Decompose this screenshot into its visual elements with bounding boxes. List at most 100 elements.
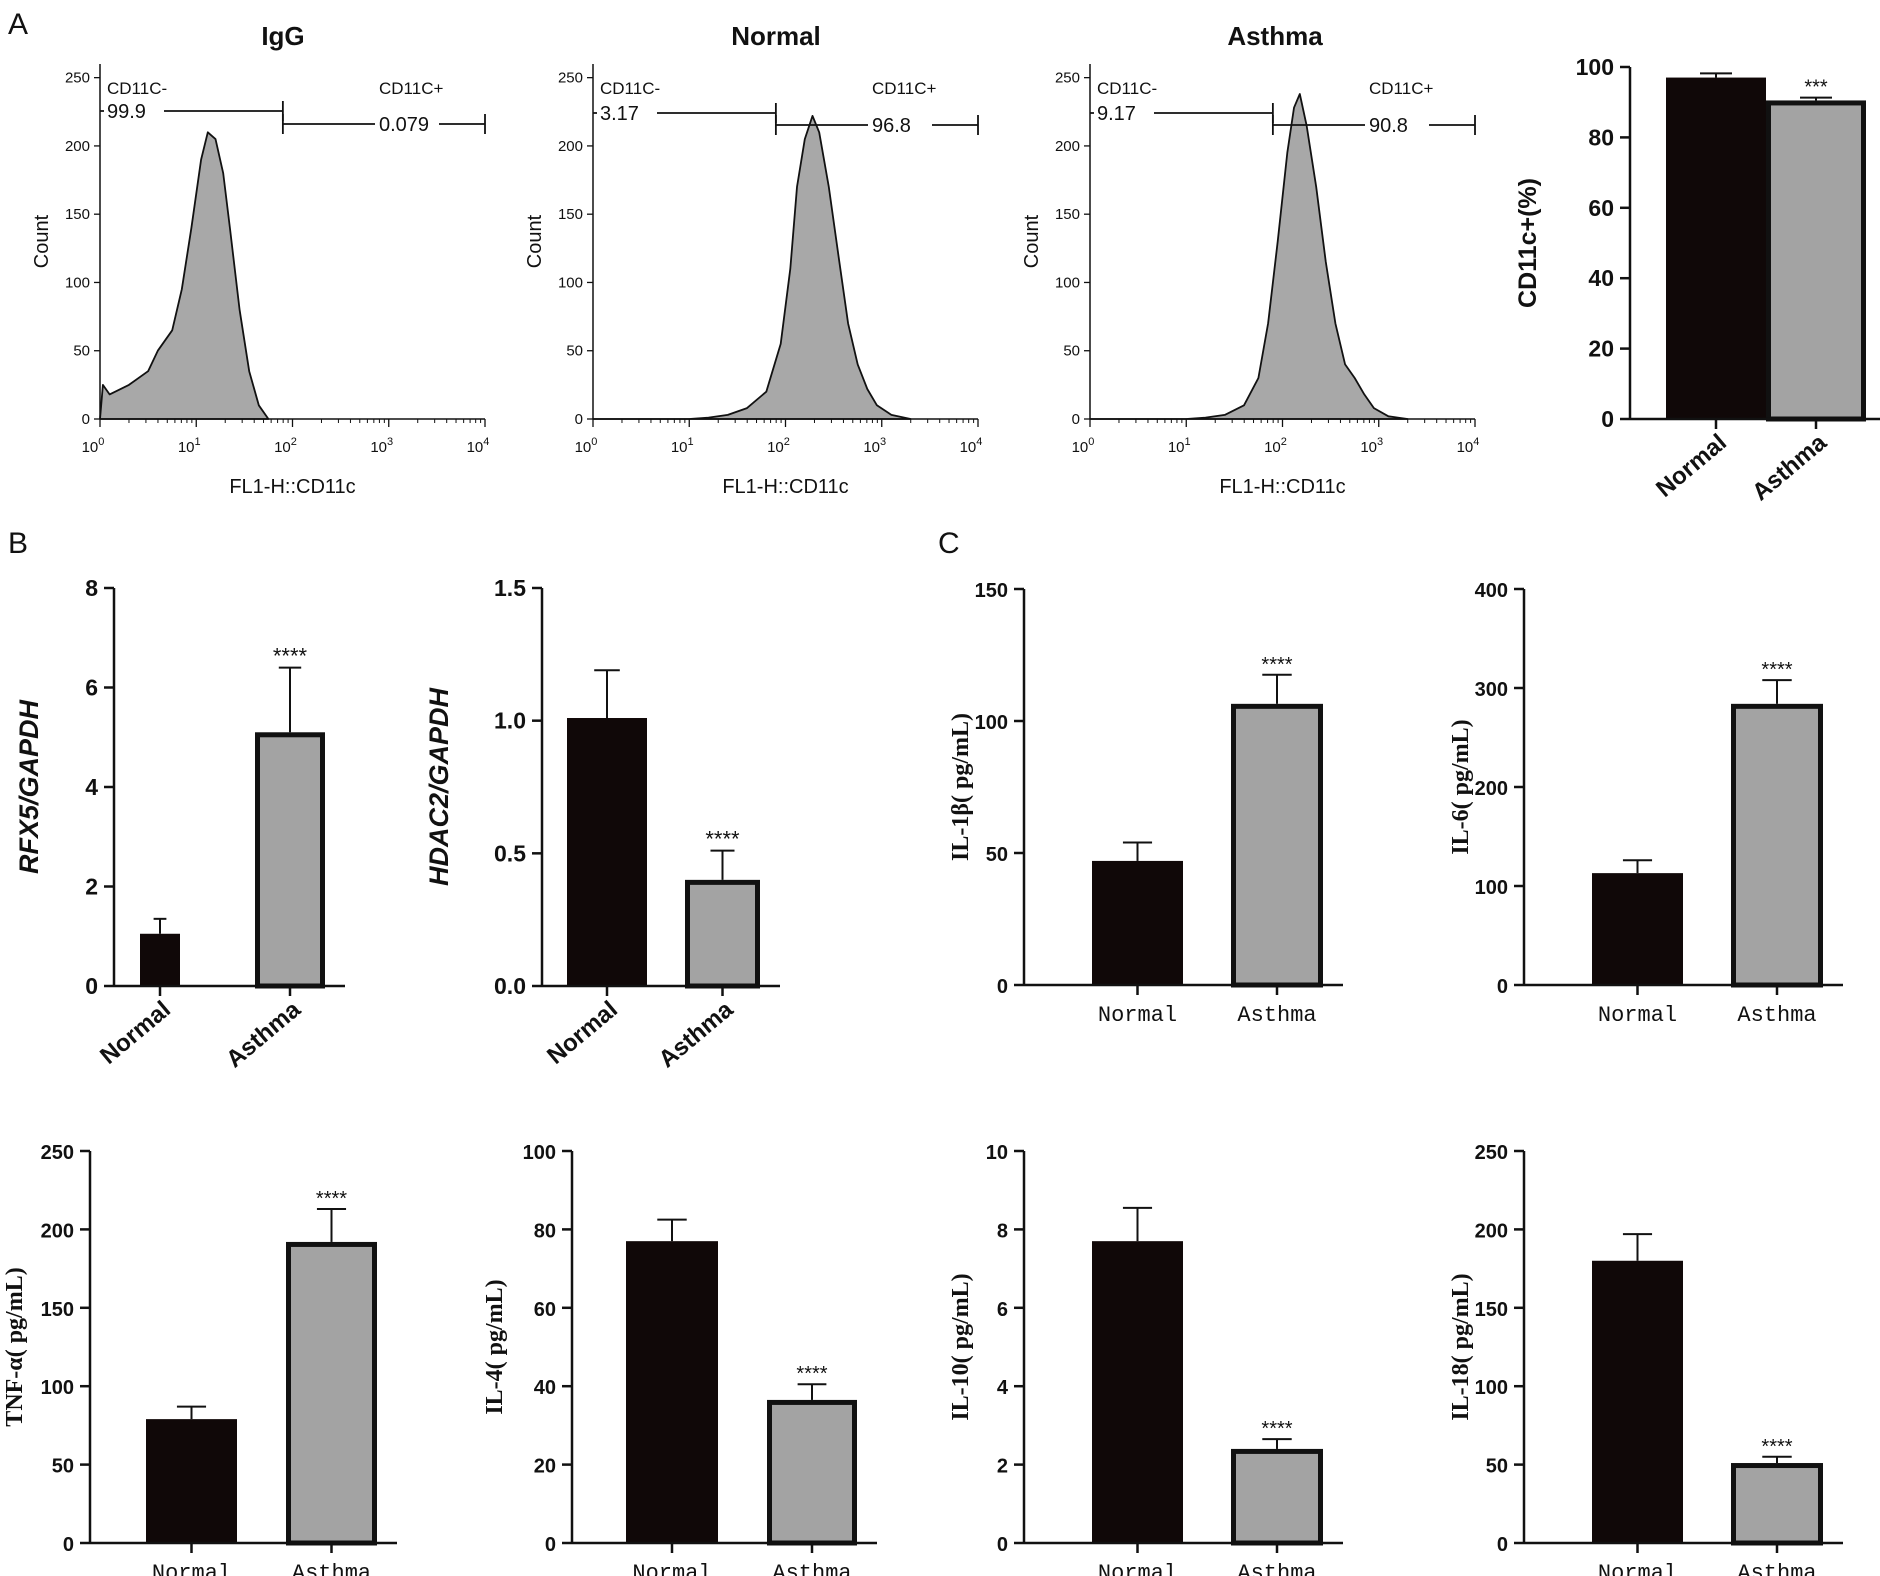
significance-label: ****	[1761, 659, 1792, 681]
x-category-label: Asthma	[1747, 429, 1832, 507]
y-tick-label: 0	[997, 1534, 1008, 1556]
y-tick-label: 6	[997, 1299, 1008, 1321]
y-axis-label: Count	[31, 214, 53, 268]
y-tick-label: 100	[523, 1142, 556, 1164]
bar-normal	[1092, 1241, 1183, 1543]
y-axis-label: RFX5/GAPDH	[14, 699, 44, 874]
y-tick-label: 50	[1486, 1456, 1508, 1478]
y-axis-label: Count	[524, 214, 546, 268]
bar-asthma	[1766, 100, 1866, 422]
gate-negative-label: CD11C-	[600, 79, 660, 98]
y-tick-label: 100	[1475, 877, 1508, 899]
flow-histogram-normal: Normal 0 50 100 150 200 250 100 101 102 103 104 FL1-…	[524, 21, 982, 498]
histogram-area	[99, 131, 270, 420]
x-category-label: Normal	[1598, 1561, 1677, 1576]
y-tick-label: 0	[575, 411, 583, 428]
x-tick-label: 100	[1072, 436, 1095, 456]
x-tick-label: 104	[467, 436, 490, 456]
x-category-label: Normal	[632, 1561, 711, 1576]
gate-positive-value-bg	[375, 120, 439, 132]
x-category-label: Normal	[95, 996, 176, 1070]
panel-label-c: C	[938, 527, 960, 560]
y-tick-label: 10	[986, 1142, 1008, 1164]
gate-negative-value-bg	[104, 107, 164, 119]
y-axis-label: IL-10( pg/mL)	[948, 1273, 974, 1420]
chart-title: Normal	[731, 21, 821, 51]
chart-title: IgG	[261, 21, 304, 51]
bar-chart-il6: **** 0 100 200 300 400 Normal Asthma IL-6( pg/mL…	[1448, 580, 1843, 1028]
bar-chart-il18: **** 0 50 100 150 200 250 Normal Asthma IL-18( pg…	[1448, 1142, 1843, 1576]
y-tick-label: 2	[85, 874, 98, 900]
y-tick-label: 150	[1475, 1299, 1508, 1321]
gate-positive-label: CD11C+	[1369, 79, 1433, 98]
bar-asthma	[1731, 1463, 1823, 1546]
y-tick-label: 100	[65, 274, 90, 291]
y-tick-label: 50	[1063, 343, 1080, 360]
bar-normal	[1592, 873, 1683, 985]
y-tick-label: 200	[1475, 1220, 1508, 1242]
y-tick-label: 150	[1055, 206, 1080, 223]
histogram-area	[592, 115, 912, 420]
bar-normal	[567, 718, 647, 986]
y-tick-label: 1.5	[494, 575, 526, 601]
panel-label-a: A	[8, 8, 28, 41]
histogram-area	[1089, 93, 1409, 420]
y-tick-label: 0	[63, 1534, 74, 1556]
gate-negative-value: 3.17	[600, 103, 639, 125]
x-tick-label: 100	[575, 436, 598, 456]
y-tick-label: 250	[1475, 1142, 1508, 1164]
significance-label: ****	[273, 644, 308, 669]
x-category-label: Asthma	[1737, 1003, 1816, 1028]
y-tick-label: 150	[975, 580, 1008, 602]
x-category-label: Asthma	[654, 996, 739, 1074]
x-tick-label: 101	[178, 436, 201, 456]
bar-asthma	[255, 732, 325, 989]
y-tick-label: 100	[558, 274, 583, 291]
y-tick-label: 250	[41, 1142, 74, 1164]
x-category-label: Normal	[542, 996, 623, 1070]
bar-normal	[1092, 860, 1183, 985]
bar-asthma	[1231, 1448, 1323, 1546]
y-tick-label: 2	[997, 1456, 1008, 1478]
y-tick-label: 0	[1072, 411, 1080, 428]
x-tick-label: 102	[767, 436, 790, 456]
significance-label: ****	[316, 1188, 347, 1210]
y-axis-label: Count	[1021, 214, 1043, 268]
bar-chart-il1b: **** 0 50 100 150 Normal Asthma IL-1β( pg/mL)	[948, 580, 1343, 1028]
y-tick-label: 150	[558, 206, 583, 223]
bar-normal	[146, 1419, 237, 1543]
y-tick-label: 40	[1588, 265, 1614, 291]
x-tick-label: 102	[274, 436, 297, 456]
gate-positive-value: 96.8	[872, 115, 911, 137]
bar-asthma	[1231, 703, 1323, 988]
bar-normal	[1592, 1260, 1683, 1543]
y-tick-label: 4	[85, 774, 98, 800]
y-axis-label: TNF-α( pg/mL)	[2, 1267, 28, 1426]
significance-label: ****	[1761, 1436, 1792, 1458]
gate-positive-label: CD11C+	[379, 79, 443, 98]
gate-negative-label: CD11C-	[107, 79, 167, 98]
y-tick-label: 0	[85, 973, 98, 999]
bar-normal	[1666, 77, 1766, 419]
bar-chart-cd11c: *** 0 20 40 60 80 100 Normal Asthma CD11c+(%)	[1514, 54, 1880, 506]
x-tick-label: 102	[1264, 436, 1287, 456]
y-tick-label: 250	[1055, 70, 1080, 87]
y-tick-label: 0	[1497, 1534, 1508, 1556]
x-tick-label: 101	[1168, 436, 1191, 456]
x-category-label: Asthma	[1237, 1003, 1316, 1028]
y-axis-label: IL-1β( pg/mL)	[948, 713, 974, 861]
y-tick-label: 60	[534, 1299, 556, 1321]
y-tick-label: 50	[52, 1456, 74, 1478]
x-tick-label: 103	[1360, 436, 1383, 456]
y-tick-label: 8	[997, 1220, 1008, 1242]
significance-label: ****	[1261, 1418, 1292, 1440]
y-tick-label: 150	[65, 206, 90, 223]
y-axis-label: CD11c+(%)	[1514, 178, 1542, 308]
gate-negative-value-bg	[597, 109, 657, 121]
gate-positive-value: 90.8	[1369, 115, 1408, 137]
y-tick-label: 300	[1475, 679, 1508, 701]
bar-asthma	[1731, 703, 1823, 988]
bar-chart-rfx5: **** 0 2 4 6 8 Normal Asthma RFX5/GAPDH	[14, 575, 345, 1073]
